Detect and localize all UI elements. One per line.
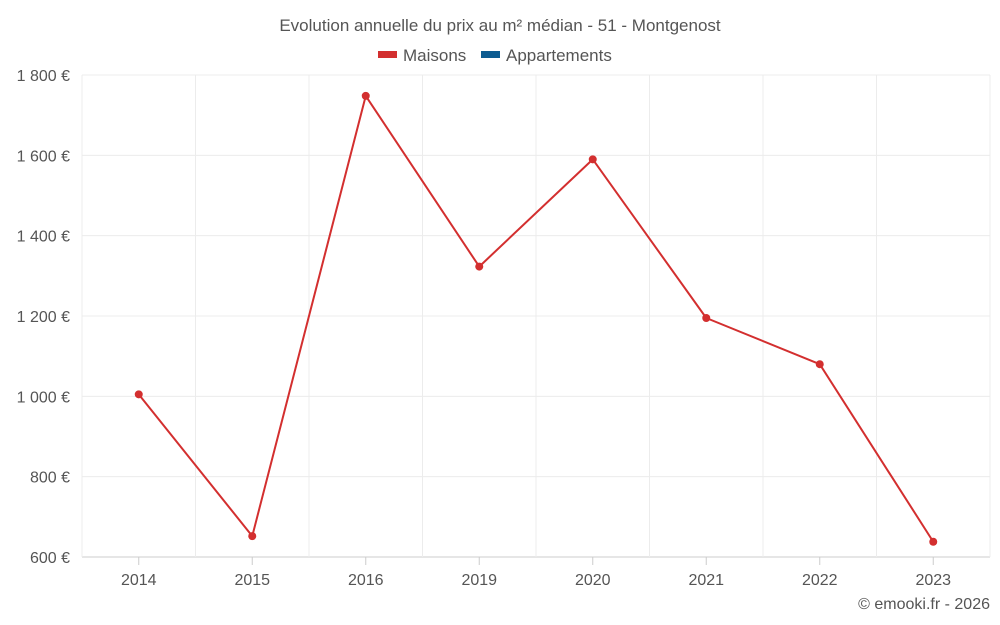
legend: Maisons Appartements [378,46,612,65]
y-tick-label: 600 € [30,550,70,567]
series-layer [134,91,938,546]
data-point-maisons-2020[interactable] [588,155,597,164]
y-tick-label: 1 200 € [17,309,70,326]
chart-title: Evolution annuelle du prix au m² médian … [279,16,721,35]
data-point-maisons-2015[interactable] [248,532,257,541]
x-tick-label: 2022 [802,572,838,589]
y-tick-label: 1 600 € [17,148,70,165]
y-axis: 600 € 800 € 1 000 € 1 200 € 1 400 € 1 600 € 1 … [17,68,70,567]
legend-item-appartements[interactable]: Appartements [481,46,612,65]
x-tick-label: 2020 [575,572,611,589]
data-point-maisons-2016[interactable] [361,91,370,100]
data-point-maisons-2014[interactable] [134,390,143,399]
x-tick-label: 2023 [915,572,951,589]
y-tick-label: 1 800 € [17,68,70,85]
y-tick-label: 1 000 € [17,389,70,406]
legend-swatch-appartements [481,51,500,58]
grid [81,74,991,558]
legend-label-appartements: Appartements [506,46,612,65]
x-tick-label: 2021 [688,572,724,589]
x-tick-label: 2019 [461,572,497,589]
legend-item-maisons[interactable]: Maisons [378,46,466,65]
x-axis: 2014 2015 2016 2019 2020 2021 2022 2023 [121,557,951,589]
data-point-maisons-2021[interactable] [702,314,711,323]
x-tick-label: 2015 [234,572,270,589]
x-tick-label: 2014 [121,572,157,589]
data-point-maisons-2019[interactable] [475,262,484,271]
data-point-maisons-2023[interactable] [929,537,938,546]
legend-swatch-maisons [378,51,397,58]
footer-credit: © emooki.fr - 2026 [858,596,990,613]
series-line-maisons [137,94,935,543]
legend-label-maisons: Maisons [403,46,466,65]
y-tick-label: 1 400 € [17,229,70,246]
y-tick-label: 800 € [30,470,70,487]
x-tick-label: 2016 [348,572,384,589]
data-point-maisons-2022[interactable] [815,360,824,369]
